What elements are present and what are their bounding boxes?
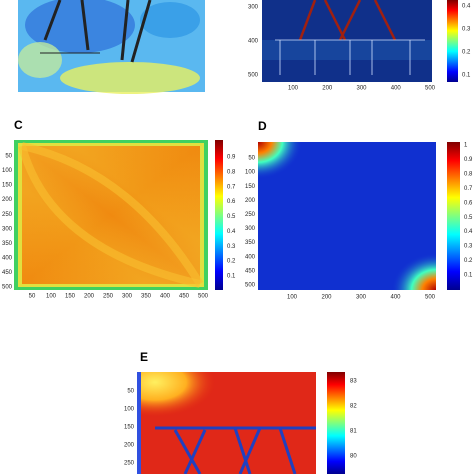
colorbar-tick-label: 80 (350, 454, 357, 460)
colorbar-tick-label: 0.2 (462, 50, 471, 56)
colorbar-tick-label: 0.3 (462, 27, 471, 33)
panel-label: C (14, 118, 23, 132)
x-tick-label: 200 (321, 295, 332, 301)
colorbar-tick-label: 81 (350, 429, 357, 435)
y-tick-label: 400 (2, 255, 13, 261)
colorbar-tick-label: 1 (464, 143, 468, 149)
colorbar-tick-label: 0.6 (464, 200, 473, 206)
x-tick-label: 100 (46, 294, 57, 300)
colorbar-tick-label: 0.8 (227, 169, 236, 175)
x-tick-label: 500 (198, 294, 209, 300)
colorbar-tick-label: 0.7 (464, 186, 473, 192)
y-tick-label: 400 (248, 39, 259, 45)
colorbar-tick-label: 0.3 (464, 244, 473, 250)
x-tick-label: 300 (356, 86, 367, 92)
panel-c-image (14, 140, 223, 290)
colorbar-tick-label: 0.5 (464, 215, 473, 221)
colorbar-tick-label: 0.9 (227, 155, 236, 161)
colorbar-tick-label: 0.2 (464, 258, 473, 264)
panel-d-image (258, 142, 460, 290)
colorbar-tick-label: 0.6 (227, 199, 236, 205)
x-tick-label: 400 (160, 294, 171, 300)
y-tick-label: 150 (124, 425, 135, 431)
panel-e-image (137, 372, 345, 474)
y-tick-label: 150 (2, 183, 13, 189)
colorbar-tick-label: 0.1 (462, 73, 471, 79)
panel-label: E (140, 350, 148, 364)
colorbar-tick-label: 0.2 (227, 259, 236, 265)
panel-label: D (258, 119, 267, 133)
x-tick-label: 300 (122, 294, 133, 300)
y-tick-label: 450 (245, 268, 256, 274)
colorbar-tick-label: 0.4 (464, 229, 473, 235)
y-tick-label: 500 (245, 283, 256, 289)
y-tick-label: 150 (245, 184, 256, 190)
colorbar-tick-label: 0.1 (464, 273, 473, 279)
x-tick-label: 200 (84, 294, 95, 300)
colorbar-tick-label: 82 (350, 404, 357, 410)
y-tick-label: 50 (127, 389, 134, 395)
x-tick-label: 250 (103, 294, 114, 300)
x-tick-label: 100 (287, 295, 298, 301)
colorbar-tick-label: 0.4 (227, 229, 236, 235)
x-tick-label: 400 (390, 295, 401, 301)
y-tick-label: 250 (2, 212, 13, 218)
x-tick-label: 500 (425, 86, 436, 92)
colorbar-tick-label: 0.9 (464, 157, 473, 163)
x-tick-label: 450 (179, 294, 190, 300)
y-tick-label: 100 (2, 168, 13, 174)
x-tick-label: 300 (356, 295, 367, 301)
colorbar-tick-label: 0.5 (227, 214, 236, 220)
colorbar-tick-label: 0.7 (227, 184, 236, 190)
y-tick-label: 50 (5, 154, 12, 160)
panel-a-image (18, 0, 205, 94)
x-tick-label: 500 (425, 295, 436, 301)
y-tick-label: 350 (245, 240, 256, 246)
panel-b-image (262, 0, 458, 82)
y-tick-label: 50 (248, 156, 255, 162)
x-tick-label: 350 (141, 294, 152, 300)
colorbar-tick-label: 0.4 (462, 4, 471, 10)
y-tick-label: 350 (2, 241, 13, 247)
x-tick-label: 400 (391, 86, 402, 92)
x-tick-label: 50 (29, 294, 36, 300)
y-tick-label: 500 (248, 73, 259, 79)
y-tick-label: 450 (2, 270, 13, 276)
y-tick-label: 500 (2, 285, 13, 291)
x-tick-label: 150 (65, 294, 76, 300)
y-tick-label: 250 (124, 461, 135, 467)
x-tick-label: 100 (288, 86, 299, 92)
y-tick-label: 100 (245, 170, 256, 176)
x-tick-label: 200 (322, 86, 333, 92)
y-tick-label: 100 (124, 407, 135, 413)
y-tick-label: 200 (124, 443, 135, 449)
colorbar-tick-label: 83 (350, 379, 357, 385)
y-tick-label: 400 (245, 254, 256, 260)
colorbar-tick-label: 0.8 (464, 171, 473, 177)
colorbar-tick-label: 0.3 (227, 244, 236, 250)
y-tick-label: 250 (245, 212, 256, 218)
y-tick-label: 300 (245, 226, 256, 232)
y-tick-label: 200 (2, 197, 13, 203)
y-tick-label: 300 (248, 5, 259, 11)
colorbar-tick-label: 0.1 (227, 274, 236, 280)
y-tick-label: 300 (2, 226, 13, 232)
y-tick-label: 200 (245, 198, 256, 204)
